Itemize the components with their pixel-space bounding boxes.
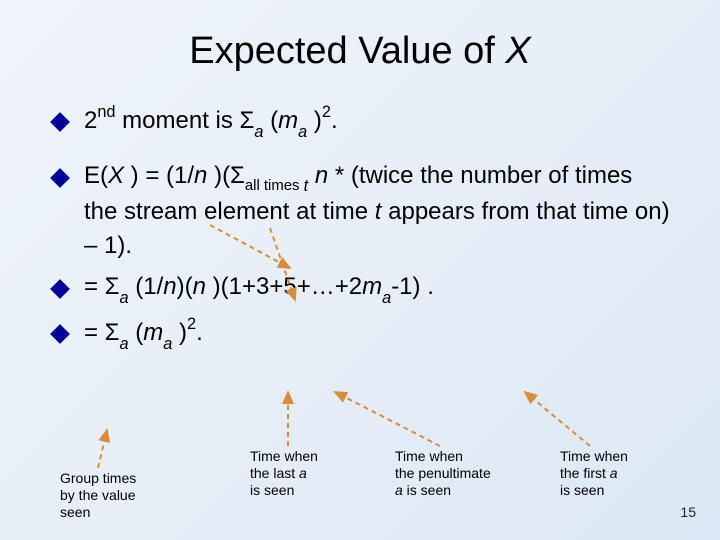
title-text: Expected Value of <box>189 30 505 72</box>
annot-first-a: Time when the first a is seen <box>560 448 628 498</box>
t: ( <box>263 107 278 134</box>
bullet-icon <box>50 168 70 188</box>
t: (1/ <box>129 273 164 300</box>
page-number: 15 <box>680 504 696 520</box>
t: is seen <box>560 482 604 498</box>
t: Group times <box>60 470 136 486</box>
line4-content: = Σa (ma )2. <box>84 315 670 353</box>
t: the first <box>560 465 610 481</box>
t: n <box>193 273 206 300</box>
arrow-group-times <box>98 430 107 468</box>
t: E( <box>84 162 108 189</box>
bullet-line-2: E(X ) = (1/n )(Σall times t n * (twice t… <box>50 159 670 263</box>
t: Time when <box>560 448 628 464</box>
t: a <box>299 465 307 481</box>
t: a <box>298 123 307 141</box>
t: t <box>304 177 309 195</box>
t: is seen <box>403 482 451 498</box>
annot-last-a: Time when the last a is seen <box>250 448 318 498</box>
t: ) <box>307 107 322 134</box>
line3-content: = Σa (1/n)(n )(1+3+5+…+2ma-1) . <box>84 270 670 307</box>
t: a <box>120 289 129 307</box>
t: moment is Σ <box>116 107 255 134</box>
arrow-penultimate-a <box>335 392 440 446</box>
t: ) <box>172 319 187 346</box>
t: a <box>163 335 172 353</box>
t: X <box>108 162 124 189</box>
t: )(Σ <box>207 162 245 189</box>
arrow-first-a <box>525 392 590 446</box>
bullet-icon <box>50 112 70 132</box>
t: m <box>362 273 382 300</box>
t: n <box>194 162 207 189</box>
t: )( <box>177 273 193 300</box>
t: nd <box>97 103 115 121</box>
t: ) = (1/ <box>124 162 194 189</box>
t: Time when <box>250 448 318 464</box>
t: . <box>196 319 203 346</box>
t: a <box>382 289 391 307</box>
bullet-icon <box>50 280 70 300</box>
t: by the value <box>60 487 136 503</box>
t: a <box>610 465 618 481</box>
t: -1) . <box>391 273 434 300</box>
t: n <box>315 162 328 189</box>
annot-penultimate-a: Time when the penultimate a is seen <box>395 448 491 498</box>
t: )(1+3+5+…+2 <box>206 273 362 300</box>
slide-title: Expected Value of X <box>50 30 670 73</box>
t: n <box>163 273 176 300</box>
t: m <box>143 319 163 346</box>
bullet-line-1: 2nd moment is Σa (ma )2. <box>50 103 670 141</box>
t: ( <box>129 319 144 346</box>
t: a <box>120 335 129 353</box>
t: seen <box>60 504 90 520</box>
t: a <box>254 123 263 141</box>
title-var: X <box>505 30 530 72</box>
t: = Σ <box>84 273 120 300</box>
t: m <box>278 107 298 134</box>
t: 2 <box>322 103 331 121</box>
t: all times <box>245 178 304 194</box>
annot-group-times: Group times by the value seen <box>60 470 136 520</box>
t: . <box>331 107 338 134</box>
t <box>308 162 315 189</box>
bullet-icon <box>50 324 70 344</box>
t: a <box>395 482 403 498</box>
t: the penultimate <box>395 465 491 481</box>
bullet-line-4: = Σa (ma )2. <box>50 315 670 353</box>
line1-content: 2nd moment is Σa (ma )2. <box>84 103 670 141</box>
slide: Expected Value of X 2nd moment is Σa (ma… <box>0 0 720 540</box>
t: is seen <box>250 482 294 498</box>
t: Time when <box>395 448 463 464</box>
t: the last <box>250 465 299 481</box>
t: = Σ <box>84 319 120 346</box>
t: 2 <box>187 315 196 333</box>
t: 2 <box>84 107 97 134</box>
bullet-line-3: = Σa (1/n)(n )(1+3+5+…+2ma-1) . <box>50 270 670 307</box>
line2-content: E(X ) = (1/n )(Σall times t n * (twice t… <box>84 159 670 263</box>
